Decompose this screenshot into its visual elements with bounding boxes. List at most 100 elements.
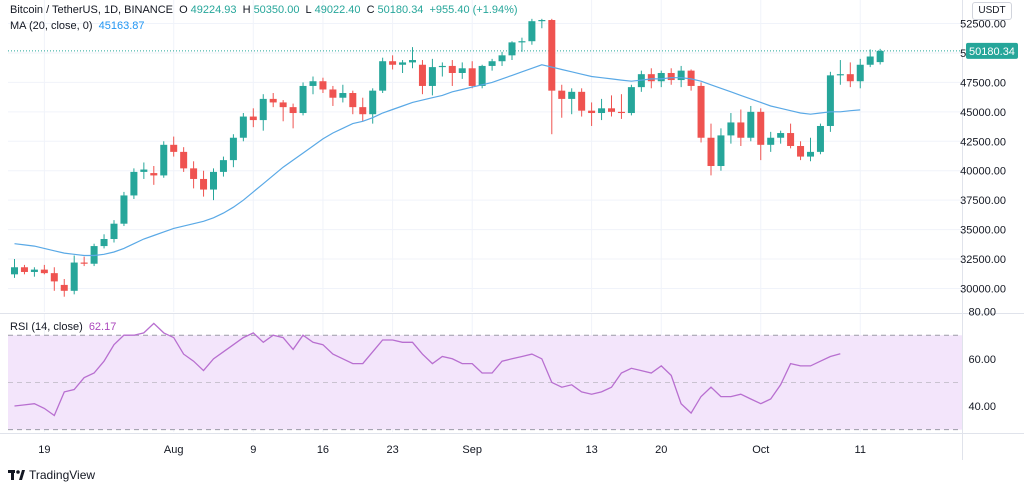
candle-body [110,223,118,240]
candle-body [200,178,208,190]
tradingview-brand[interactable]: TradingView [8,468,95,482]
candles [11,18,884,297]
candle-body [588,110,596,114]
time-tick-label: Aug [164,444,184,456]
candle-body [219,160,227,172]
candle-body [717,135,725,167]
rsi-line [14,322,841,417]
rsi-tick-label: 40.00 [968,401,996,413]
candle-body [389,61,397,65]
time-tick-label: 19 [38,444,50,456]
candle-body [856,64,864,82]
candle-body [617,111,625,114]
rsi-label[interactable]: RSI (14, close) [10,321,83,333]
candle-body [478,65,486,86]
candle-body [677,70,685,81]
candle-body [498,55,506,62]
candle-body [160,144,168,176]
candle-body [170,144,178,152]
candle-body [60,284,68,291]
candle-body [359,107,367,115]
candle-body [438,65,446,68]
candle-body [428,67,436,86]
candle-body [727,122,735,136]
candle-body [528,21,536,42]
candle-body [747,111,755,138]
candle-body [80,262,88,264]
rsi-tick-label: 80.00 [968,307,996,319]
candle-body [538,20,546,22]
time-tick-label: 20 [655,444,667,456]
candle-body [667,72,675,81]
price-tick-label: 30000.00 [960,283,1006,295]
candle-body [488,61,496,66]
price-tick-label: 35000.00 [960,225,1006,237]
time-axis: 19 Aug 9 16 23 Sep 13 20 Oct 11 [38,444,866,456]
candle-body [458,68,466,73]
candle-body [468,68,476,86]
candle-body [866,56,874,65]
candle-body [140,169,148,172]
candle-body [737,122,745,138]
candle-body [608,108,615,112]
candle-body [50,273,58,282]
candle-body [399,62,407,65]
candle-body [687,70,695,86]
symbol-label[interactable]: Bitcoin / TetherUS, 1D, BINANCE [10,4,174,16]
candle-body [120,195,128,224]
candle-body [339,93,347,98]
candle-body [797,145,805,157]
candle-body [826,75,834,126]
change-value: +955.40 (+1.94%) [429,4,518,16]
ma-label[interactable]: MA (20, close, 0) [10,20,93,32]
candle-body [229,137,237,161]
candle-body [568,91,576,99]
rsi-value: 62.17 [88,321,117,333]
time-tick-label: 23 [386,444,398,456]
price-tick-label: 37500.00 [960,195,1006,207]
candle-body [259,98,267,121]
candle-body [130,171,138,196]
candle-body [807,151,814,157]
low-value: 49022.40 [314,4,361,16]
high-label: H [242,4,251,16]
close-label: C [366,4,375,16]
candle-body [309,81,317,86]
candle-body [836,74,844,76]
candle-body [627,87,635,114]
candle-body [757,111,765,145]
price-tick-label: 47500.00 [960,77,1006,89]
candle-body [20,267,28,272]
time-tick-label: Oct [752,444,769,456]
last-price-badge [966,42,1018,59]
brand-name: TradingView [29,468,96,482]
candle-body [657,72,665,82]
high-value: 50350.00 [253,4,300,16]
candle-body [518,41,526,43]
candle-body [279,102,287,108]
candle-body [508,42,516,56]
candle-body [100,239,108,247]
tradingview-logo-icon [8,470,25,480]
candle-body [379,61,387,91]
candle-body [418,64,426,86]
candle-body [369,90,377,115]
time-tick-label: 9 [250,444,256,456]
candle-body [787,133,795,146]
price-tick-label: 52500.00 [960,19,1006,31]
time-tick-label: Sep [462,444,482,456]
last-price-label: 50180.34 [969,46,1015,58]
currency-badge[interactable]: USDT [972,2,1012,20]
candle-body [349,93,357,108]
ma-legend: MA (20, close, 0) 45163.87 [10,20,148,32]
candle-body [876,50,884,63]
candle-body [180,151,188,169]
price-tick-label: 40000.00 [960,166,1006,178]
ma-value: 45163.87 [98,20,145,32]
time-tick-label: 11 [855,444,866,456]
candle-body [210,171,217,190]
price-tick-label: 32500.00 [960,254,1006,266]
candle-body [647,74,655,82]
